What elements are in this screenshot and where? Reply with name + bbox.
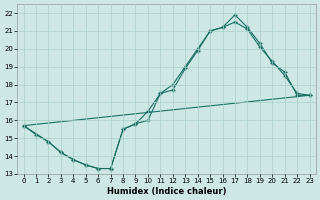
X-axis label: Humidex (Indice chaleur): Humidex (Indice chaleur) bbox=[107, 187, 226, 196]
